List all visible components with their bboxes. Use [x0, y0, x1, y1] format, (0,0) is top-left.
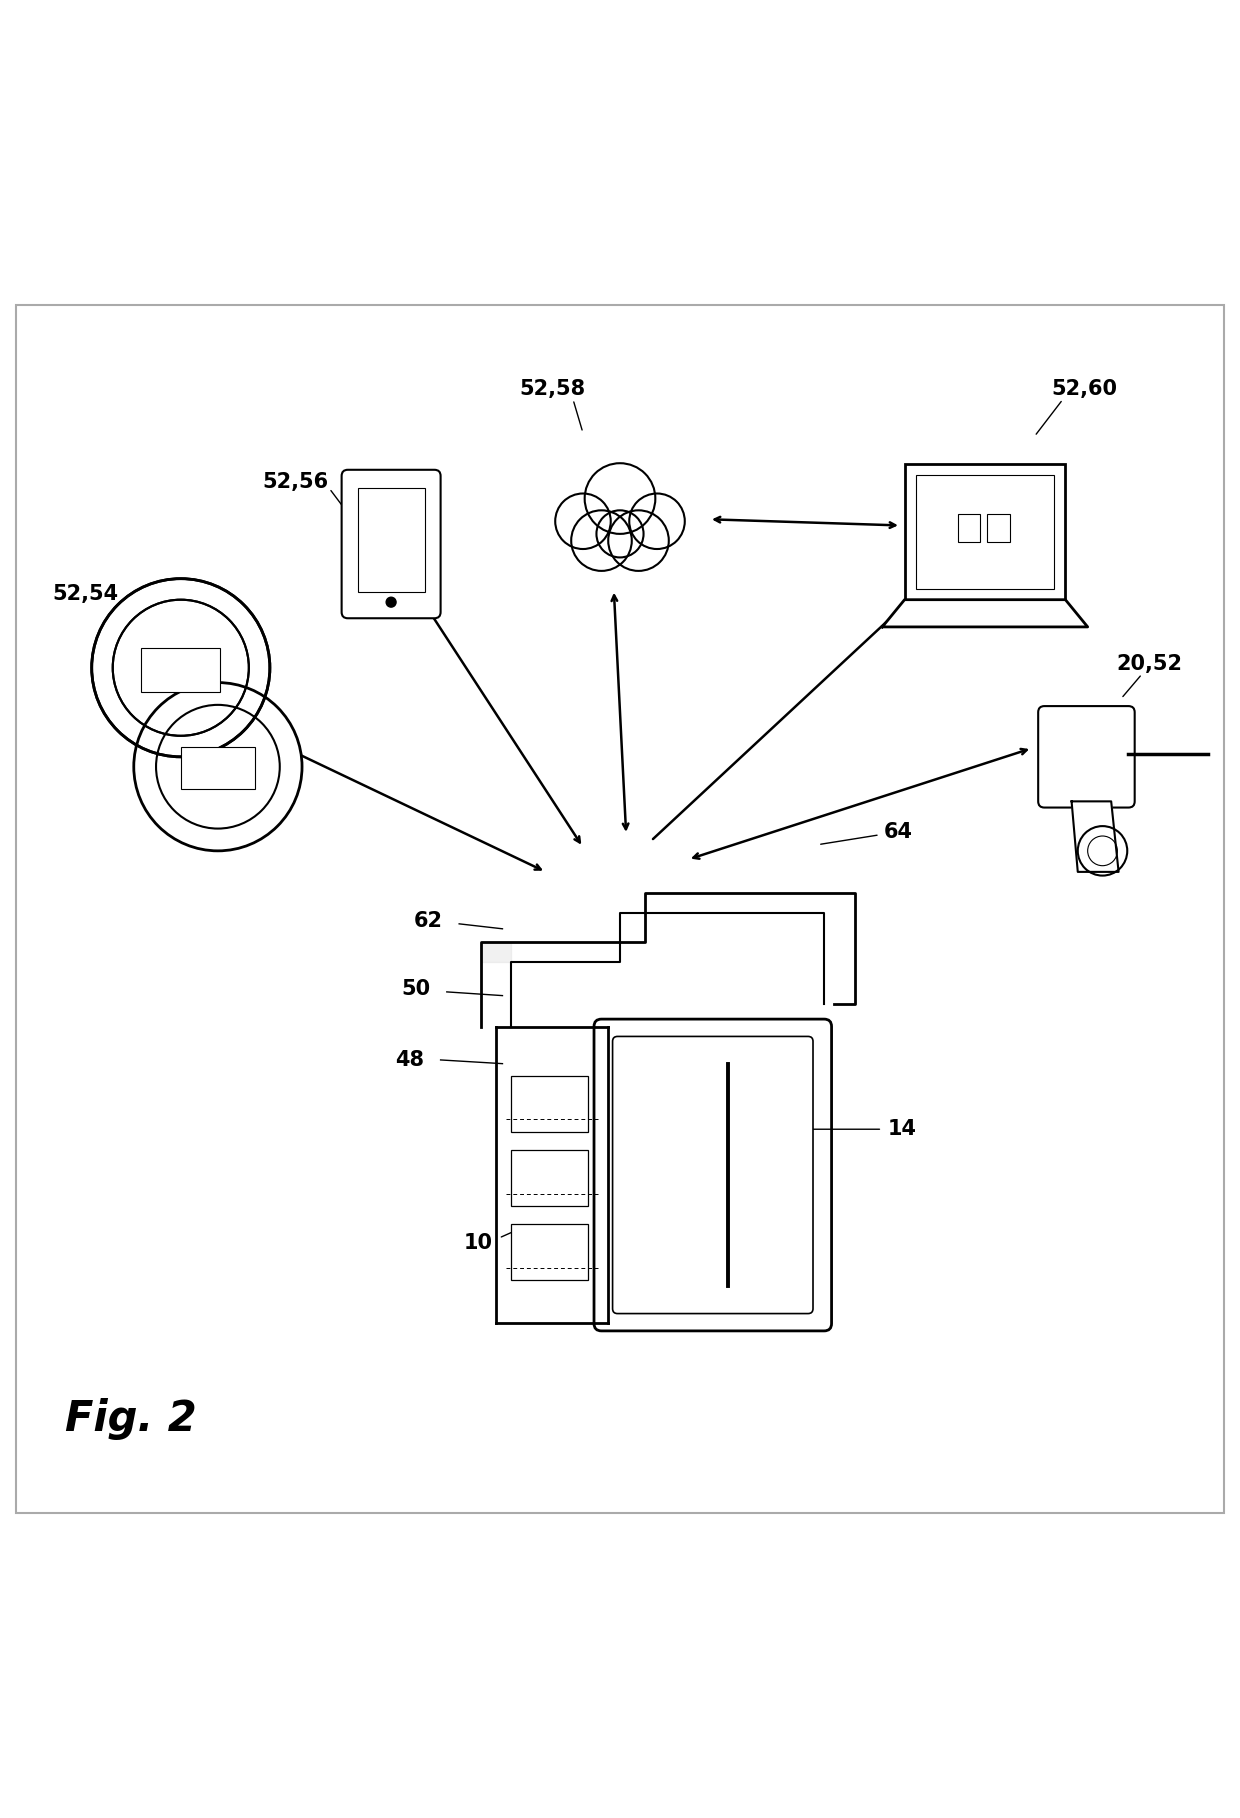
Bar	[181, 747, 255, 789]
Bar	[141, 647, 221, 693]
FancyBboxPatch shape	[613, 1036, 813, 1314]
Bar	[987, 514, 1009, 542]
Bar	[957, 514, 980, 542]
Text: 64: 64	[884, 822, 913, 842]
Text: 62: 62	[414, 911, 443, 931]
Bar	[904, 464, 1065, 600]
Bar	[511, 1225, 588, 1280]
FancyBboxPatch shape	[1038, 705, 1135, 807]
Circle shape	[556, 493, 611, 549]
Circle shape	[585, 464, 655, 534]
Bar	[915, 474, 1054, 589]
Circle shape	[92, 578, 270, 756]
Circle shape	[134, 682, 303, 851]
Circle shape	[596, 511, 644, 558]
Circle shape	[609, 511, 668, 571]
Polygon shape	[1071, 802, 1118, 873]
Text: 10: 10	[464, 1233, 492, 1253]
FancyBboxPatch shape	[342, 469, 440, 618]
Circle shape	[629, 493, 684, 549]
Text: 20,52: 20,52	[1116, 654, 1183, 674]
FancyBboxPatch shape	[594, 1020, 832, 1331]
Text: Fig. 2: Fig. 2	[66, 1398, 197, 1440]
Bar	[511, 1076, 588, 1131]
Text: 52,58: 52,58	[518, 380, 585, 400]
Bar	[511, 1151, 588, 1205]
Text: 52,56: 52,56	[263, 473, 329, 493]
Text: 50: 50	[402, 980, 430, 1000]
Circle shape	[386, 598, 396, 607]
Text: 14: 14	[888, 1120, 916, 1140]
Text: 52,54: 52,54	[52, 584, 119, 604]
Bar	[357, 489, 424, 593]
Text: 48: 48	[396, 1051, 424, 1071]
Polygon shape	[883, 600, 1087, 627]
Text: 52,60: 52,60	[1052, 380, 1117, 400]
Circle shape	[572, 511, 631, 571]
Polygon shape	[496, 1027, 608, 1324]
